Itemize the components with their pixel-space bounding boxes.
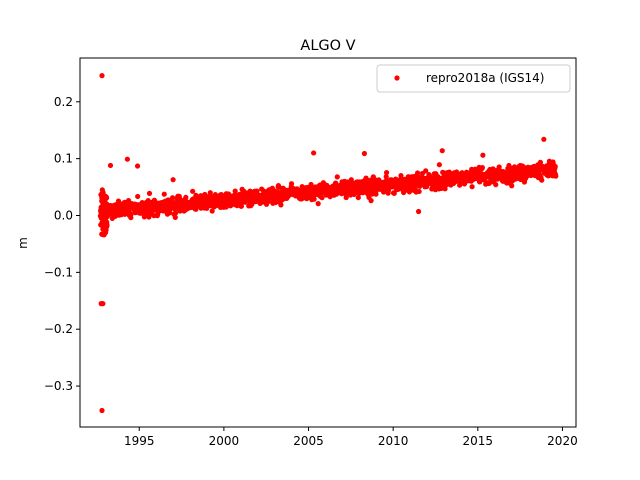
data-point [438, 185, 444, 192]
data-point [99, 212, 105, 218]
data-point [383, 174, 389, 180]
data-point [509, 183, 515, 189]
data-point [100, 189, 106, 196]
outlier-point [439, 148, 445, 154]
data-point [520, 164, 527, 170]
data-point [265, 198, 271, 205]
legend-frame [376, 64, 571, 93]
data-point [288, 181, 295, 187]
data-point [383, 170, 390, 176]
data-point [207, 190, 213, 196]
y-axis-ticks: −0.3 −0.2 −0.1 0.0 0.1 0.2 [44, 95, 80, 393]
data-point [238, 203, 245, 209]
data-point [209, 208, 215, 214]
data-point [319, 195, 325, 201]
data-point [469, 184, 475, 190]
data-point [173, 210, 179, 216]
outlier-point [361, 150, 367, 157]
data-point [183, 194, 189, 200]
outlier-point [99, 73, 105, 79]
data-point [98, 222, 104, 228]
outlier-point [311, 150, 317, 156]
y-tick-label: −0.3 [44, 379, 73, 393]
data-point [278, 202, 284, 208]
x-tick-label: 1995 [124, 434, 155, 448]
data-point [161, 191, 167, 197]
y-tick-label: 0.2 [54, 95, 73, 109]
data-point [368, 198, 374, 204]
outlier-point [107, 162, 114, 169]
chart-title: ALGO V [300, 38, 355, 54]
data-point [169, 195, 176, 201]
data-point [496, 164, 502, 170]
plot-points [97, 73, 559, 414]
data-point [100, 201, 106, 207]
outlier-point [100, 301, 106, 307]
y-tick-label: 0.1 [54, 152, 73, 166]
data-point [104, 203, 110, 209]
y-tick-label: −0.2 [44, 322, 73, 336]
data-point [308, 181, 314, 188]
outlier-point [480, 152, 486, 158]
data-point [100, 196, 106, 202]
data-point [436, 162, 442, 168]
y-axis-label: m [16, 237, 30, 249]
y-tick-label: 0.0 [54, 208, 73, 222]
data-point [102, 216, 108, 222]
data-point [416, 188, 422, 195]
legend-entry-repro2018a: repro2018a (IGS14) [426, 71, 544, 85]
data-point [505, 180, 511, 186]
data-point [311, 196, 317, 202]
data-point [190, 188, 196, 194]
legend: repro2018a (IGS14) [376, 64, 571, 93]
data-point [424, 183, 430, 190]
data-point [172, 214, 178, 220]
data-point [135, 193, 141, 200]
outlier-point [124, 156, 130, 162]
data-point [355, 194, 361, 201]
outlier-point [541, 136, 547, 142]
data-point [232, 188, 238, 194]
data-point [146, 190, 153, 197]
legend-marker [394, 75, 400, 81]
data-point [553, 173, 559, 179]
x-tick-label: 2010 [378, 434, 409, 448]
data-point [552, 163, 558, 170]
data-point [100, 226, 106, 232]
data-point [539, 177, 545, 183]
data-point [128, 211, 134, 217]
outlier-point [415, 208, 422, 215]
data-point [125, 197, 132, 204]
data-point [343, 194, 349, 201]
outlier-point [99, 407, 105, 414]
y-tick-label: −0.1 [44, 265, 73, 279]
x-axis-ticks: 1995 2000 2005 2010 2015 2020 [124, 427, 578, 448]
data-point [334, 174, 340, 180]
outlier-point [170, 177, 176, 183]
data-point [315, 201, 321, 207]
data-point [223, 204, 229, 210]
x-tick-label: 2005 [293, 434, 324, 448]
data-point [99, 231, 105, 237]
data-point [493, 182, 499, 188]
data-point [423, 168, 429, 174]
plot-frame [79, 57, 577, 428]
x-tick-label: 2020 [547, 434, 578, 448]
data-point [479, 165, 485, 171]
outlier-point [134, 163, 141, 169]
x-tick-label: 2000 [209, 434, 240, 448]
x-tick-label: 2015 [463, 434, 494, 448]
